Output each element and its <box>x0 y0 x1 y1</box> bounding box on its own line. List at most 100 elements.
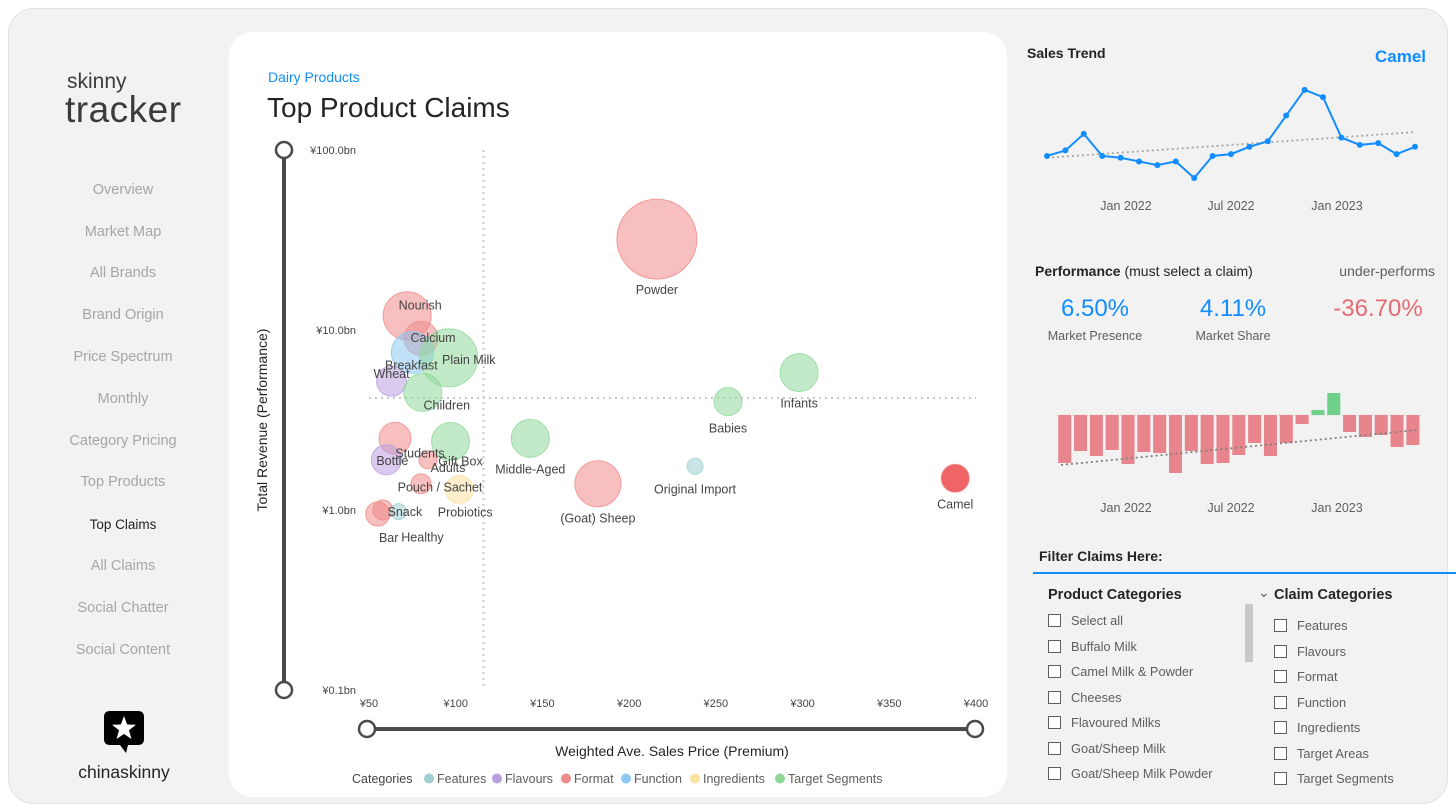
bubble-infants[interactable] <box>779 353 819 393</box>
sales-point[interactable] <box>1044 152 1050 159</box>
filter-option[interactable]: Goat/Sheep Milk <box>1048 736 1248 762</box>
chevron-down-icon[interactable]: ⌄ <box>1258 584 1270 600</box>
sales-point[interactable] <box>1080 130 1087 137</box>
filter-option[interactable]: Flavours <box>1274 639 1434 665</box>
bubble-wheat[interactable] <box>376 365 408 397</box>
nav-item-all-brands[interactable]: All Brands <box>89 265 157 282</box>
checkbox[interactable] <box>1048 716 1061 730</box>
legend-item[interactable]: Features <box>424 772 486 786</box>
checkbox[interactable] <box>1048 690 1061 704</box>
sales-point[interactable] <box>1154 162 1161 169</box>
performance-bar[interactable] <box>1168 415 1183 473</box>
filter-option[interactable]: Function <box>1274 690 1434 716</box>
performance-bar[interactable] <box>1390 415 1404 447</box>
checkbox[interactable] <box>1274 644 1287 658</box>
filter-option[interactable]: Ingredients <box>1274 715 1434 741</box>
nav-item-price-spectrum[interactable]: Price Spectrum <box>73 349 173 366</box>
x-range-handle-left[interactable] <box>357 719 377 739</box>
filter-option[interactable]: Features <box>1274 613 1434 639</box>
nav-item-market-map[interactable]: Market Map <box>84 223 162 240</box>
performance-bar[interactable] <box>1263 415 1277 456</box>
sales-point[interactable] <box>1393 151 1400 158</box>
bubble-camel[interactable] <box>940 463 970 493</box>
sales-point[interactable] <box>1246 143 1253 150</box>
x-range-handle-right[interactable] <box>965 719 985 739</box>
checkbox[interactable] <box>1274 619 1287 633</box>
nav-item-top-claims[interactable]: Top Claims <box>89 516 157 532</box>
y-range-handle-top[interactable] <box>274 140 294 160</box>
bubble-plain-milk[interactable] <box>419 328 479 388</box>
performance-bar[interactable] <box>1089 415 1103 456</box>
bubble-original-import[interactable] <box>686 457 704 475</box>
checkbox[interactable] <box>1274 695 1287 709</box>
filter-option[interactable]: Camel Milk & Powder <box>1048 659 1248 685</box>
bubble-bar[interactable] <box>365 501 391 527</box>
sales-point[interactable] <box>1191 174 1198 181</box>
slicer-scrollbar[interactable] <box>1245 604 1253 662</box>
sales-point[interactable] <box>1283 112 1290 119</box>
sales-point[interactable] <box>1338 134 1345 141</box>
nav-item-social-content[interactable]: Social Content <box>75 641 171 658</box>
filter-option[interactable]: Format <box>1274 664 1434 690</box>
legend-item[interactable]: Function <box>621 772 682 786</box>
nav-item-overview[interactable]: Overview <box>92 181 154 198</box>
nav-item-brand-origin[interactable]: Brand Origin <box>82 307 164 324</box>
sales-point[interactable] <box>1375 140 1382 147</box>
checkbox[interactable] <box>1048 665 1061 679</box>
sales-point[interactable] <box>1320 94 1326 101</box>
performance-bar[interactable] <box>1121 415 1135 464</box>
bubble-middle-aged[interactable] <box>510 418 550 458</box>
nav-item-social-chatter[interactable]: Social Chatter <box>77 599 169 616</box>
filter-option[interactable]: Flavoured Milks <box>1048 710 1248 736</box>
filter-option[interactable]: Buffalo Milk <box>1048 634 1248 660</box>
checkbox[interactable] <box>1274 670 1287 684</box>
bubble-adults[interactable] <box>418 450 438 470</box>
performance-bar[interactable] <box>1074 415 1088 451</box>
sales-point[interactable] <box>1356 141 1363 148</box>
sales-point[interactable] <box>1117 154 1124 161</box>
sales-point[interactable] <box>1062 147 1069 154</box>
nav-item-all-claims[interactable]: All Claims <box>90 558 156 575</box>
bubble-pouch-sachet[interactable] <box>410 473 432 495</box>
legend-item[interactable]: Ingredients <box>690 772 765 786</box>
sales-point[interactable] <box>1099 152 1106 159</box>
checkbox[interactable] <box>1274 721 1287 735</box>
performance-bar[interactable] <box>1311 410 1325 415</box>
checkbox[interactable] <box>1048 767 1061 781</box>
bubble-babies[interactable] <box>713 387 743 417</box>
performance-bar[interactable] <box>1343 415 1357 432</box>
checkbox[interactable] <box>1274 772 1287 786</box>
bubble-children[interactable] <box>403 372 443 412</box>
performance-bar[interactable] <box>1406 415 1420 445</box>
performance-bar[interactable] <box>1216 415 1230 463</box>
bubble--goat-sheep[interactable] <box>574 460 622 508</box>
performance-bar[interactable] <box>1153 415 1167 453</box>
sales-point[interactable] <box>1228 151 1234 158</box>
legend-item[interactable]: Flavours <box>492 772 553 786</box>
performance-bar[interactable] <box>1279 415 1293 443</box>
nav-item-monthly[interactable]: Monthly <box>97 390 149 407</box>
checkbox[interactable] <box>1048 639 1061 653</box>
legend-item[interactable]: Format <box>561 772 614 786</box>
bubble-healthy[interactable] <box>389 503 407 521</box>
performance-bar[interactable] <box>1327 393 1341 415</box>
filter-option[interactable]: Target Segments <box>1274 766 1434 792</box>
filter-option[interactable]: Goat/Sheep Milk Powder <box>1048 761 1248 787</box>
performance-bar[interactable] <box>1137 415 1151 452</box>
sales-point[interactable] <box>1412 143 1418 150</box>
filter-option[interactable]: Target Areas <box>1274 741 1434 767</box>
performance-bar[interactable] <box>1295 415 1309 424</box>
checkbox[interactable] <box>1048 741 1061 755</box>
sales-point[interactable] <box>1172 158 1179 165</box>
sales-point[interactable] <box>1264 138 1271 145</box>
bubble-probiotics[interactable] <box>444 474 474 504</box>
nav-item-category-pricing[interactable]: Category Pricing <box>69 432 177 449</box>
sales-point[interactable] <box>1209 152 1216 159</box>
performance-bar[interactable] <box>1248 415 1262 443</box>
filter-option[interactable]: Cheeses <box>1048 685 1248 711</box>
performance-bar[interactable] <box>1058 415 1072 463</box>
performance-bar[interactable] <box>1184 415 1198 451</box>
sales-point[interactable] <box>1301 86 1308 93</box>
bubble-bottle[interactable] <box>370 444 402 476</box>
checkbox[interactable] <box>1048 614 1061 628</box>
